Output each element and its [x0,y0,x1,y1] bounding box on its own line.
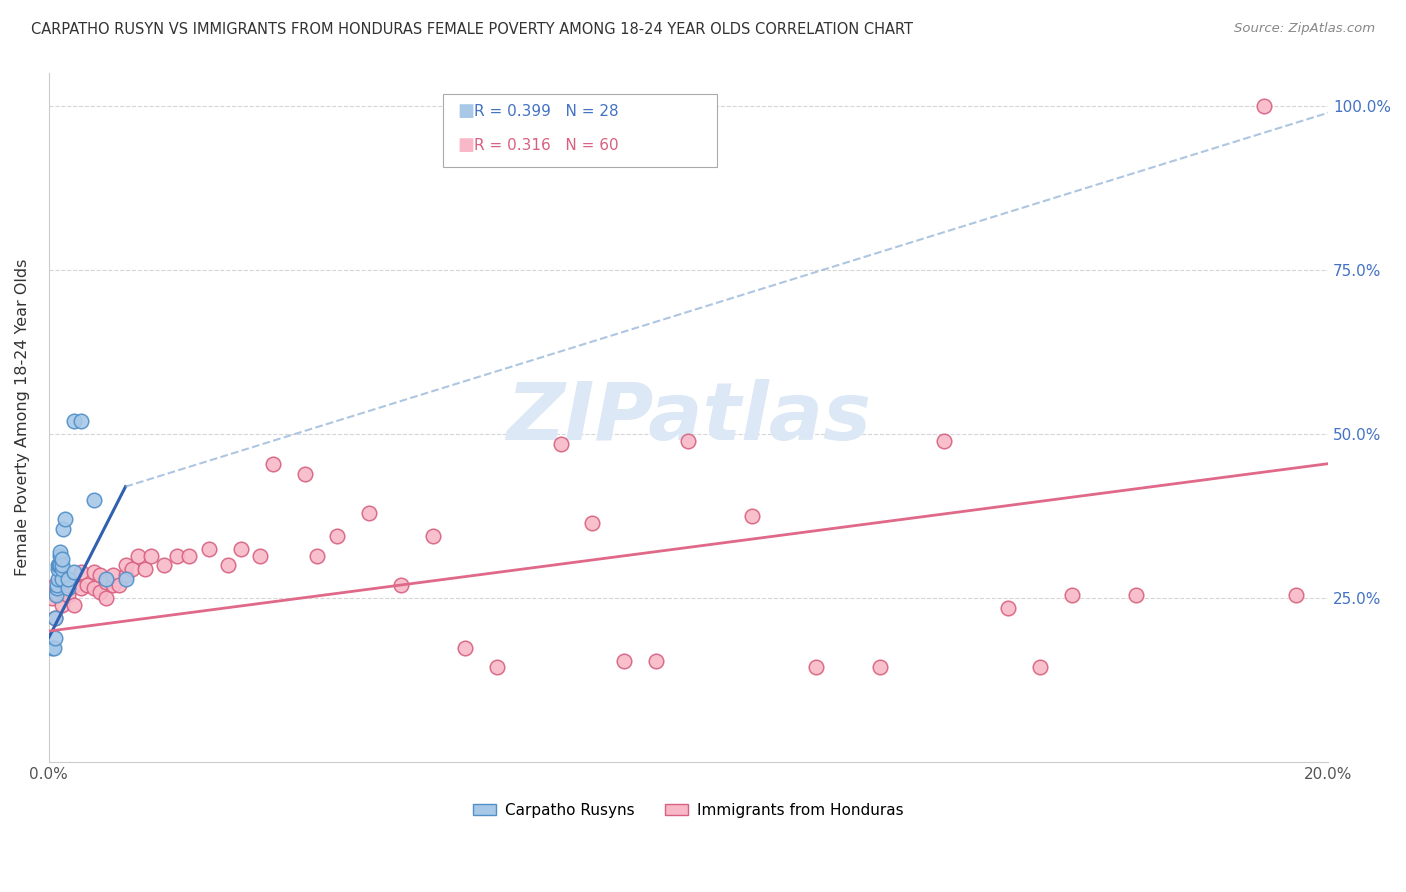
Point [46,588,69,602]
Point [69,414,91,428]
Text: CARPATHO RUSYN VS IMMIGRANTS FROM HONDURAS FEMALE POVERTY AMONG 18-24 YEAR OLDS : CARPATHO RUSYN VS IMMIGRANTS FROM HONDUR… [31,22,912,37]
Point [48,549,70,563]
Point [56,572,79,586]
Text: Source: ZipAtlas.com: Source: ZipAtlas.com [1234,22,1375,36]
Point [51,562,73,576]
Point [51,598,73,612]
Text: ■: ■ [457,136,474,154]
Point [153,558,176,573]
Point [166,549,188,563]
Point [46,578,69,592]
Point [46,572,69,586]
Point [645,654,668,668]
Point [108,578,131,592]
Point [613,654,636,668]
Point [96,572,118,586]
Point [294,467,316,481]
Point [51,558,73,573]
Point [41,640,63,655]
Point [114,568,136,582]
Point [229,542,252,557]
Point [869,660,891,674]
Point [1285,588,1308,602]
Point [325,529,347,543]
Point [934,434,956,448]
Y-axis label: Female Poverty Among 18-24 Year Olds: Female Poverty Among 18-24 Year Olds [15,259,30,576]
Point [422,529,444,543]
Point [52,522,75,536]
Point [453,640,475,655]
Point [806,660,828,674]
Point [997,601,1019,615]
Point [41,591,63,606]
Point [1029,660,1052,674]
Point [48,558,70,573]
Text: R = 0.399   N = 28: R = 0.399 N = 28 [474,104,619,119]
Point [63,414,86,428]
Point [741,509,763,524]
Point [51,552,73,566]
Point [127,549,149,563]
Point [96,591,118,606]
Point [89,584,111,599]
Point [51,572,73,586]
Point [69,582,91,596]
Point [46,562,69,576]
Point [44,611,66,625]
Point [101,568,124,582]
Point [46,582,69,596]
Point [114,558,136,573]
Text: ZIPatlas: ZIPatlas [506,379,870,457]
Point [69,565,91,579]
Point [46,558,69,573]
Point [389,578,412,592]
Point [56,578,79,592]
Point [307,549,329,563]
Point [76,578,98,592]
Point [83,565,105,579]
Point [101,578,124,592]
Point [121,562,143,576]
Point [357,506,380,520]
Point [179,549,201,563]
Point [96,574,118,589]
Point [53,512,76,526]
Point [44,611,66,625]
Point [550,437,572,451]
Point [1253,99,1275,113]
Point [1062,588,1084,602]
Point [581,516,603,530]
Point [63,565,86,579]
Point [114,572,136,586]
Point [63,578,86,592]
Point [48,558,70,573]
Point [197,542,219,557]
Point [249,549,271,563]
Point [262,457,284,471]
Point [45,588,67,602]
Point [1125,588,1147,602]
Point [134,562,156,576]
Point [89,568,111,582]
Point [678,434,700,448]
Point [44,631,66,645]
Legend: Carpatho Rusyns, Immigrants from Honduras: Carpatho Rusyns, Immigrants from Hondura… [467,797,910,823]
Text: ■: ■ [457,103,474,120]
Point [83,492,105,507]
Point [51,582,73,596]
Point [42,640,65,655]
Point [51,572,73,586]
Point [56,582,79,596]
Point [49,545,72,559]
Point [83,582,105,596]
Point [44,578,66,592]
Point [217,558,239,573]
Point [139,549,162,563]
Point [63,598,86,612]
Point [56,588,79,602]
Text: R = 0.316   N = 60: R = 0.316 N = 60 [474,138,619,153]
Point [485,660,508,674]
